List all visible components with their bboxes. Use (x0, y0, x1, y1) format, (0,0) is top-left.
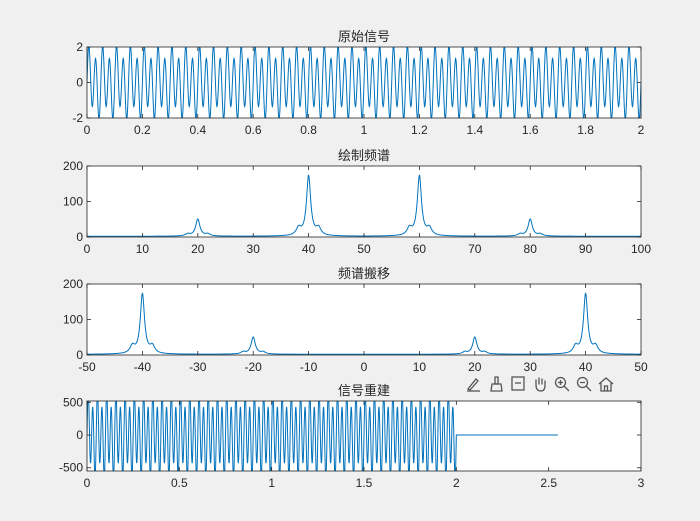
x-tick-label: 10 (413, 360, 427, 374)
zoom-in-icon[interactable] (552, 374, 572, 394)
x-tick-label: 0 (84, 476, 91, 490)
x-tick-label: 50 (634, 360, 648, 374)
x-tick-label: 30 (247, 242, 261, 256)
subplot-title: 频谱搬移 (338, 267, 390, 282)
x-tick-label: 0.6 (245, 123, 262, 137)
x-tick-label: 60 (413, 242, 427, 256)
x-tick-label: 0.2 (134, 123, 151, 137)
x-tick-label: 1.4 (466, 123, 483, 137)
y-tick-label: 100 (63, 195, 83, 209)
x-tick-label: 1.6 (522, 123, 539, 137)
x-tick-label: 2 (638, 123, 645, 137)
y-tick-label: 0 (76, 428, 83, 442)
x-tick-label: 0 (361, 360, 368, 374)
x-tick-label: -30 (189, 360, 207, 374)
subplot-title: 信号重建 (338, 383, 390, 399)
y-tick-label: 200 (63, 277, 83, 291)
subplot-2[interactable]: 0 10 20 30 40 50 60 70 80 90 100 0 100 200 绘制频谱 (63, 149, 651, 256)
x-tick-label: 0 (84, 242, 91, 256)
x-tick-label: 1.2 (411, 123, 428, 137)
y-tick-label: -2 (72, 111, 83, 125)
subplot-title: 绘制频谱 (338, 149, 390, 164)
y-tick-label: 0 (76, 76, 83, 90)
x-tick-label: -20 (245, 360, 263, 374)
annotate-icon[interactable] (464, 374, 484, 394)
x-tick-label: 1 (361, 123, 368, 137)
series-line (87, 47, 641, 118)
x-tick-label: 70 (468, 242, 482, 256)
x-tick-label: -50 (78, 360, 96, 374)
x-tick-label: 0.5 (171, 476, 188, 490)
x-tick-label: 3 (638, 476, 645, 490)
x-tick-label: 1 (268, 476, 275, 490)
series-line (87, 401, 558, 471)
x-tick-label: 2 (453, 476, 460, 490)
y-tick-label: 200 (63, 159, 83, 173)
y-tick-label: 0 (76, 230, 83, 244)
x-tick-label: 20 (191, 242, 205, 256)
x-tick-label: -40 (134, 360, 152, 374)
x-tick-label: 1.5 (356, 476, 373, 490)
x-tick-label: 90 (579, 242, 593, 256)
y-tick-label: 2 (76, 40, 83, 54)
x-tick-label: 40 (579, 360, 593, 374)
x-tick-label: 10 (136, 242, 150, 256)
x-tick-label: 0.4 (189, 123, 206, 137)
axes-toolbar (464, 374, 616, 394)
pan-icon[interactable] (530, 374, 550, 394)
y-tick-label: 500 (63, 395, 83, 409)
y-tick-label: -500 (59, 461, 83, 475)
subplot-title: 原始信号 (338, 30, 390, 45)
x-tick-label: 20 (468, 360, 482, 374)
x-tick-label: 0 (84, 123, 91, 137)
zoom-out-icon[interactable] (574, 374, 594, 394)
data-tips-icon[interactable] (508, 374, 528, 394)
x-tick-label: 1.8 (577, 123, 594, 137)
x-tick-label: 40 (302, 242, 316, 256)
y-tick-label: 0 (76, 348, 83, 362)
x-tick-label: 2.5 (540, 476, 557, 490)
plot-area (87, 166, 641, 237)
x-tick-label: 80 (524, 242, 538, 256)
x-tick-label: 50 (357, 242, 371, 256)
x-tick-label: 30 (524, 360, 538, 374)
brush-icon[interactable] (486, 374, 506, 394)
y-tick-label: 100 (63, 313, 83, 327)
x-tick-label: 100 (631, 242, 651, 256)
x-tick-label: 0.8 (300, 123, 317, 137)
plot-area (87, 284, 641, 355)
home-icon[interactable] (596, 374, 616, 394)
subplot-3[interactable]: -50 -40 -30 -20 -10 0 10 20 30 40 50 0 100 200 频谱搬移 (63, 267, 648, 374)
x-tick-label: -10 (300, 360, 318, 374)
